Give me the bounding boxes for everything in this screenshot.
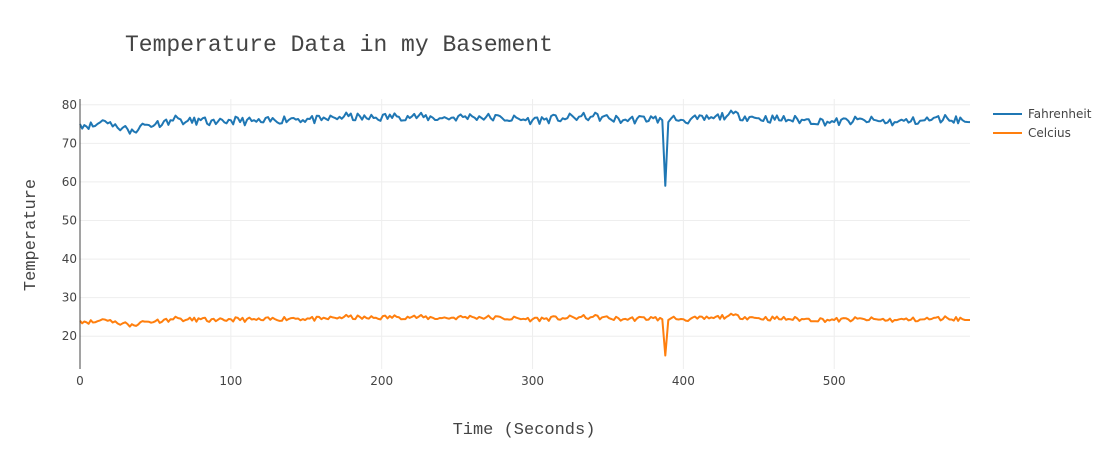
- y-tick-label: 50: [62, 214, 77, 228]
- y-tick-label: 30: [62, 291, 77, 305]
- legend-label: Fahrenheit: [1028, 107, 1092, 121]
- chart-title: Temperature Data in my Basement: [125, 32, 553, 58]
- y-tick-label: 40: [62, 252, 77, 266]
- y-tick-labels: 20 30 40 50 60 70 80: [62, 98, 77, 343]
- y-tick-label: 20: [62, 329, 77, 343]
- x-tick-label: 300: [521, 374, 544, 388]
- x-tick-label: 500: [823, 374, 846, 388]
- y-tick-label: 60: [62, 175, 77, 189]
- x-tick-label: 200: [370, 374, 393, 388]
- x-tick-label: 100: [219, 374, 242, 388]
- legend-item-celcius[interactable]: Celcius: [993, 126, 1071, 140]
- legend-label: Celcius: [1028, 126, 1071, 140]
- y-tick-label: 70: [62, 136, 77, 150]
- y-axis-title: Temperature: [22, 179, 41, 291]
- legend-item-fahrenheit[interactable]: Fahrenheit: [993, 107, 1092, 121]
- x-axis-title: Time (Seconds): [453, 421, 596, 440]
- x-tick-label: 0: [76, 374, 84, 388]
- series-line-fahrenheit: [79, 109, 971, 187]
- legend[interactable]: Fahrenheit Celcius: [993, 107, 1092, 140]
- x-tick-labels: 0 100 200 300 400 500: [76, 374, 846, 388]
- grid: [80, 99, 970, 369]
- x-tick-label: 400: [672, 374, 695, 388]
- y-tick-label: 80: [62, 98, 77, 112]
- series-lines: [79, 109, 971, 357]
- series-line-celcius: [79, 312, 970, 357]
